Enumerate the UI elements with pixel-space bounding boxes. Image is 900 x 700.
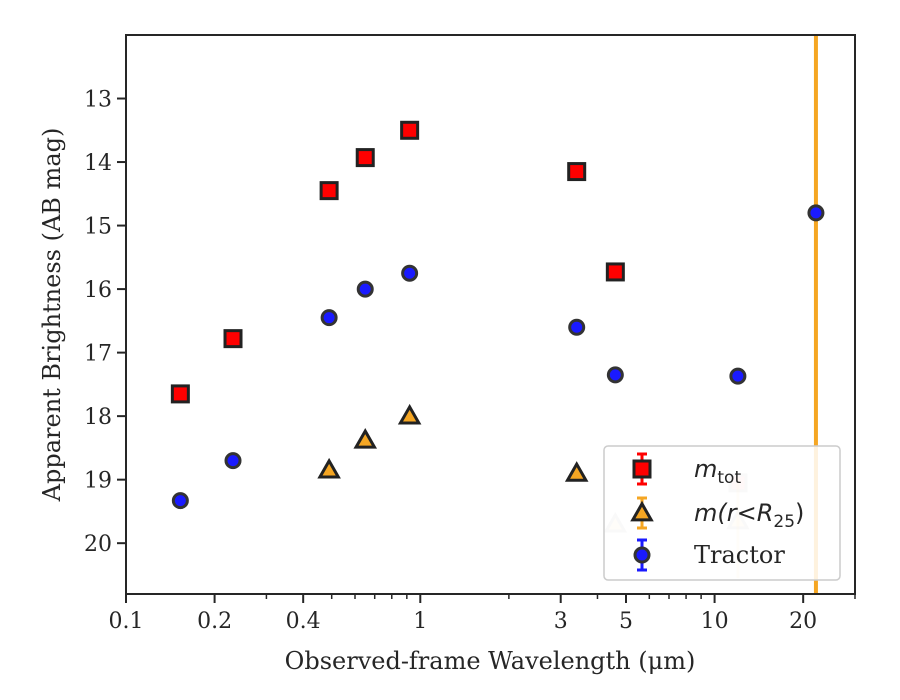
x-tick-label: 0.4 (286, 609, 321, 634)
tractor-point-shape (171, 492, 189, 510)
mr-point (397, 403, 422, 425)
tractor-point (320, 309, 338, 327)
x-tick-label: 0.1 (109, 609, 144, 634)
mtot-point (567, 162, 587, 182)
tractor-point (606, 366, 624, 384)
mtot-point-shape (170, 384, 190, 404)
tractor-point-shape (356, 280, 374, 298)
tractor-point (401, 264, 419, 282)
mtot-point (170, 384, 190, 404)
y-tick-label: 19 (84, 469, 112, 494)
mr-point-shape (317, 457, 341, 479)
tractor-point-shape (606, 366, 624, 384)
legend-label-mtot: mtot (694, 455, 741, 488)
tractor-point-shape (320, 309, 338, 327)
x-tick-label: 0.2 (197, 609, 232, 634)
mtot-point (355, 148, 375, 168)
tractor-point-shape (224, 452, 242, 470)
mtot-point (605, 262, 625, 282)
mr-point (317, 457, 341, 479)
mtot-point (223, 329, 243, 349)
plot-frame (125, 34, 856, 595)
tractor-point (356, 280, 374, 298)
x-tick-label: 1 (413, 609, 427, 634)
x-tick-label: 5 (619, 609, 633, 634)
y-axis: 13 14 15 16 17 18 19 20 (84, 88, 126, 557)
x-axis: 0.1 0.2 0.4 1 3 5 10 20 (109, 594, 856, 634)
y-tick-label: 18 (84, 405, 112, 430)
legend-marker-mr-shape (630, 500, 654, 522)
mtot-point (400, 120, 420, 140)
legend-label-tractor: Tractor (694, 541, 785, 569)
mr-point (564, 461, 589, 482)
mr-point-shape (397, 403, 422, 425)
y-tick-label: 13 (84, 88, 112, 113)
x-tick-label: 20 (789, 609, 817, 634)
legend-marker-tractor-shape (633, 546, 651, 564)
tractor-point-shape (401, 264, 419, 282)
mr-point (353, 428, 378, 449)
tractor-point (224, 452, 242, 470)
mtot-point-shape (355, 148, 375, 168)
legend-marker-tractor (633, 546, 651, 564)
y-tick-label: 15 (84, 215, 112, 240)
legend-label-mr: m(r<R25) (694, 499, 804, 532)
y-tick-label: 17 (84, 342, 112, 367)
x-tick-label: 10 (701, 609, 729, 634)
x-tick-label: 3 (554, 609, 568, 634)
tractor-point (729, 367, 747, 385)
tractor-point-shape (568, 318, 586, 336)
tractor-point (568, 318, 586, 336)
mtot-point (319, 181, 339, 201)
tractor-point (807, 204, 825, 222)
mtot-point-shape (400, 120, 420, 140)
y-tick-label: 16 (84, 278, 112, 303)
mr-point-shape (564, 461, 589, 482)
legend-marker-mtot-shape (632, 459, 652, 479)
legend: mtot m(r<R25) Tractor (603, 445, 841, 581)
legend-marker-mr (630, 500, 654, 522)
y-tick-label: 14 (84, 151, 112, 176)
mr-point-shape (353, 428, 378, 449)
legend-box (603, 445, 841, 581)
mtot-point-shape (567, 162, 587, 182)
mtot-point-shape (605, 262, 625, 282)
x-axis-title: Observed-frame Wavelength (μm) (285, 647, 696, 675)
mtot-point-shape (223, 329, 243, 349)
tractor-point (171, 492, 189, 510)
mtot-point-shape (319, 181, 339, 201)
y-axis-title: Apparent Brightness (AB mag) (38, 128, 66, 503)
y-tick-label: 20 (84, 532, 112, 557)
tractor-point-shape (807, 204, 825, 222)
tractor-point-shape (729, 367, 747, 385)
legend-marker-mtot (632, 459, 652, 479)
